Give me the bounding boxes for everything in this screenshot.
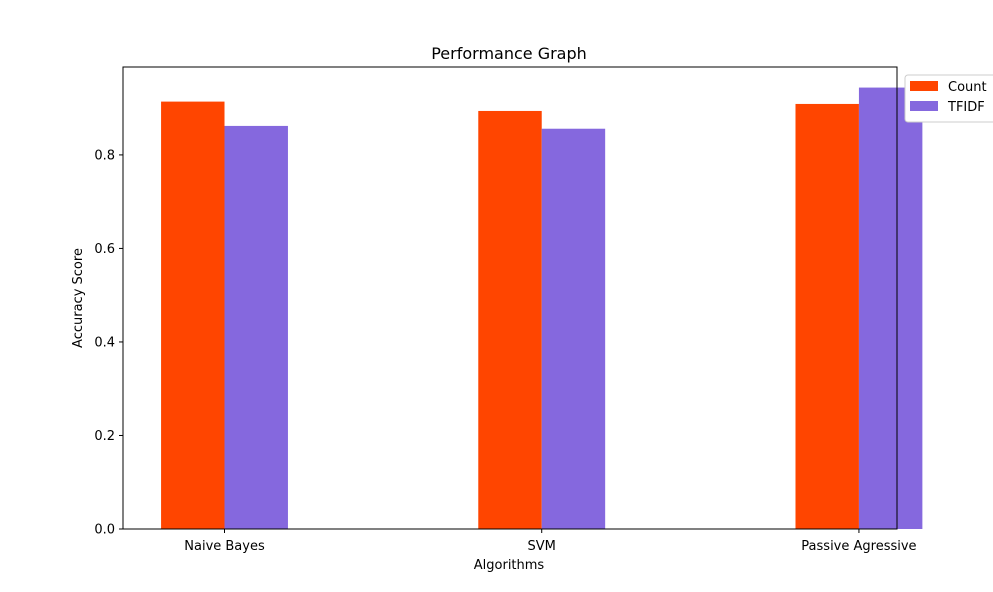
bar-tfidf-0 [224, 125, 288, 529]
y-tick-label: 0.4 [94, 335, 115, 350]
y-tick-label: 0.8 [94, 148, 115, 163]
legend-label-count: Count [948, 80, 987, 95]
x-tick-label: Passive Agressive [801, 539, 916, 554]
bar-count-2 [795, 103, 859, 530]
x-axis-label: Algorithms [474, 558, 545, 573]
x-tick-label: Naive Bayes [184, 539, 265, 554]
y-axis-label: Accuracy Score [71, 248, 86, 348]
bar-count-0 [161, 101, 225, 529]
legend-label-tfidf: TFIDF [947, 100, 985, 115]
y-tick-label: 0.2 [94, 429, 115, 444]
legend-swatch-count [910, 81, 938, 91]
plot-frame [122, 66, 898, 530]
bar-count-1 [478, 110, 542, 529]
chart-title: Performance Graph [431, 44, 587, 63]
x-tick-label: SVM [528, 539, 556, 554]
y-axis: 0.0 0.2 0.4 0.6 0.8 [94, 148, 123, 538]
legend: Count TFIDF [904, 74, 993, 123]
y-tick-label: 0.0 [94, 523, 115, 538]
bar-tfidf-1 [541, 128, 606, 529]
legend-swatch-tfidf [910, 101, 938, 111]
bar-tfidf-2 [858, 87, 923, 530]
y-tick-label: 0.6 [94, 242, 115, 257]
bars-group [161, 87, 923, 530]
x-axis: Naive Bayes SVM Passive Agressive [184, 529, 917, 554]
